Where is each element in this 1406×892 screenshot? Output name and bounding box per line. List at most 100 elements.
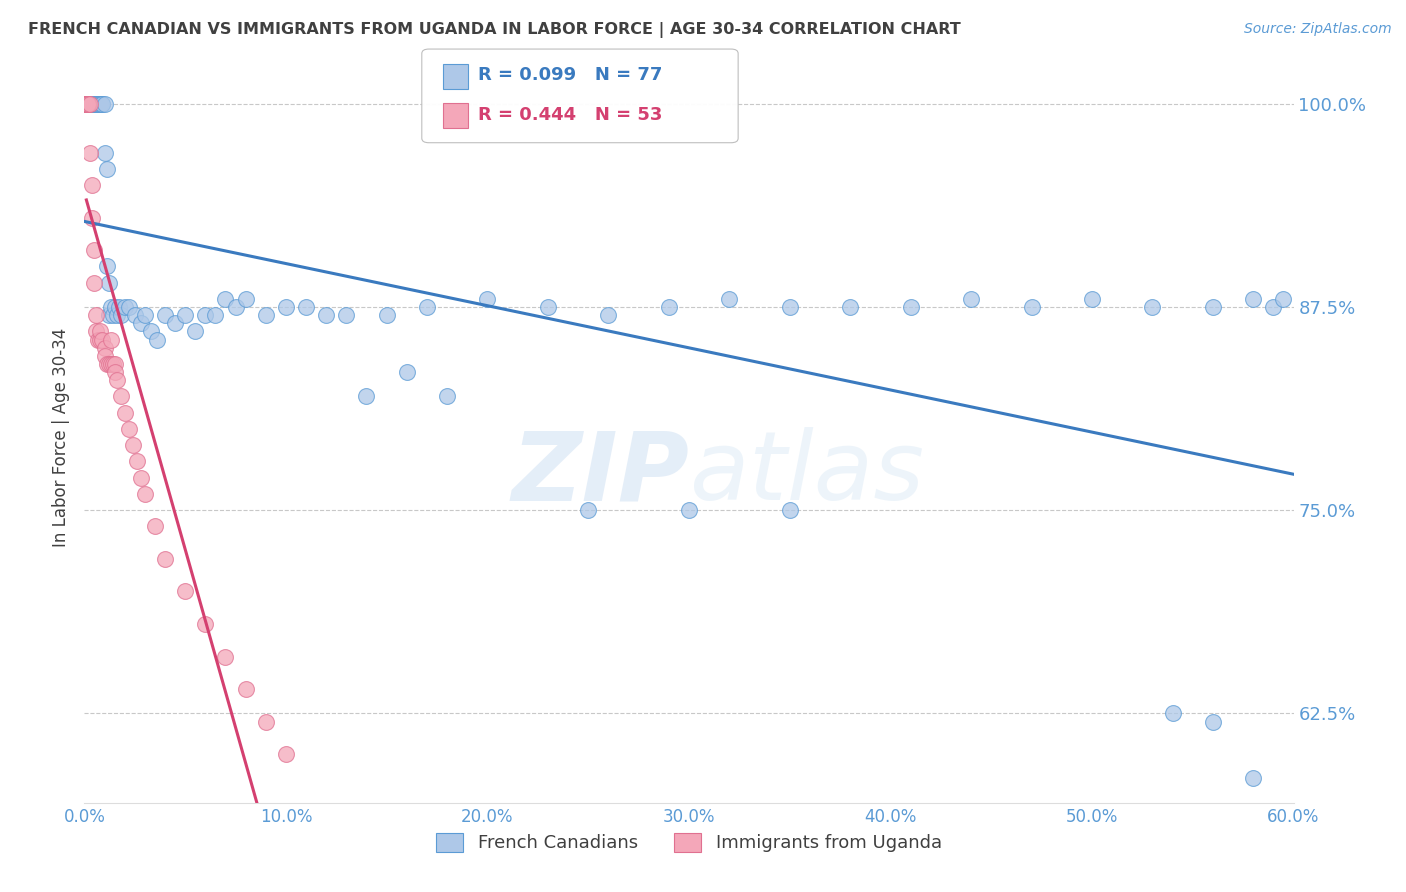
Point <box>118 300 141 314</box>
Point <box>75 96 97 111</box>
Point <box>93 341 115 355</box>
Point <box>839 300 862 314</box>
Point <box>104 300 127 314</box>
Point <box>97 276 120 290</box>
Point <box>143 519 166 533</box>
Point <box>96 161 118 176</box>
Point <box>174 308 197 322</box>
Point <box>146 333 169 347</box>
Point <box>77 96 100 111</box>
Point <box>89 325 111 339</box>
Point <box>77 96 100 111</box>
Point <box>118 422 141 436</box>
Point <box>235 292 257 306</box>
Point <box>1241 772 1264 786</box>
Point <box>79 96 101 111</box>
Point <box>315 308 337 322</box>
Point <box>100 357 122 371</box>
Point <box>100 300 122 314</box>
Point <box>75 96 97 111</box>
Legend: French Canadians, Immigrants from Uganda: French Canadians, Immigrants from Uganda <box>429 826 949 860</box>
Point <box>91 333 114 347</box>
Point <box>82 211 104 225</box>
Point <box>254 308 277 322</box>
Point <box>960 292 983 306</box>
Point <box>477 292 499 306</box>
Point <box>1263 300 1285 314</box>
Point <box>75 96 97 111</box>
Point <box>114 300 136 314</box>
Point <box>87 96 110 111</box>
Point <box>274 300 297 314</box>
Point <box>82 178 104 193</box>
Point <box>87 96 110 111</box>
Point <box>100 333 122 347</box>
Point <box>1081 292 1104 306</box>
Point <box>75 96 97 111</box>
Point <box>96 357 118 371</box>
Point <box>86 325 108 339</box>
Point <box>356 389 378 403</box>
Point <box>83 96 105 111</box>
Point <box>75 96 97 111</box>
Point <box>105 308 128 322</box>
Point <box>1142 300 1164 314</box>
Point <box>214 292 236 306</box>
Point <box>125 454 148 468</box>
Point <box>89 96 111 111</box>
Point <box>194 617 217 632</box>
Point <box>96 260 118 274</box>
Point <box>89 96 111 111</box>
Point <box>295 300 318 314</box>
Text: ZIP: ZIP <box>510 427 689 520</box>
Point <box>83 276 105 290</box>
Point <box>658 300 681 314</box>
Point <box>79 96 101 111</box>
Point <box>110 389 132 403</box>
Point <box>576 503 599 517</box>
Point <box>91 96 114 111</box>
Point <box>204 308 226 322</box>
Point <box>75 96 97 111</box>
Point <box>83 243 105 257</box>
Point <box>537 300 560 314</box>
Point <box>77 96 100 111</box>
Point <box>110 308 132 322</box>
Point <box>75 96 97 111</box>
Point <box>93 145 115 160</box>
Point <box>77 96 100 111</box>
Point <box>1161 706 1184 721</box>
Point <box>718 292 741 306</box>
Point <box>235 681 257 696</box>
Point <box>153 552 176 566</box>
Point <box>214 649 236 664</box>
Point <box>900 300 922 314</box>
Y-axis label: In Labor Force | Age 30-34: In Labor Force | Age 30-34 <box>52 327 70 547</box>
Point <box>225 300 247 314</box>
Point <box>104 357 127 371</box>
Point <box>75 96 97 111</box>
Point <box>75 96 97 111</box>
Text: atlas: atlas <box>689 427 924 520</box>
Point <box>86 96 108 111</box>
Text: FRENCH CANADIAN VS IMMIGRANTS FROM UGANDA IN LABOR FORCE | AGE 30-34 CORRELATION: FRENCH CANADIAN VS IMMIGRANTS FROM UGAND… <box>28 22 960 38</box>
Point <box>274 747 297 761</box>
Point <box>97 308 120 322</box>
Point <box>75 96 97 111</box>
Point <box>335 308 357 322</box>
Point <box>678 503 700 517</box>
Point <box>105 373 128 387</box>
Point <box>82 96 104 111</box>
Point <box>79 96 101 111</box>
Point <box>75 96 97 111</box>
Point <box>124 308 146 322</box>
Point <box>75 96 97 111</box>
Point <box>416 300 439 314</box>
Point <box>77 96 100 111</box>
Point <box>77 96 100 111</box>
Point <box>104 365 127 379</box>
Point <box>87 333 110 347</box>
Point <box>779 503 801 517</box>
Point <box>395 365 418 379</box>
Point <box>89 333 111 347</box>
